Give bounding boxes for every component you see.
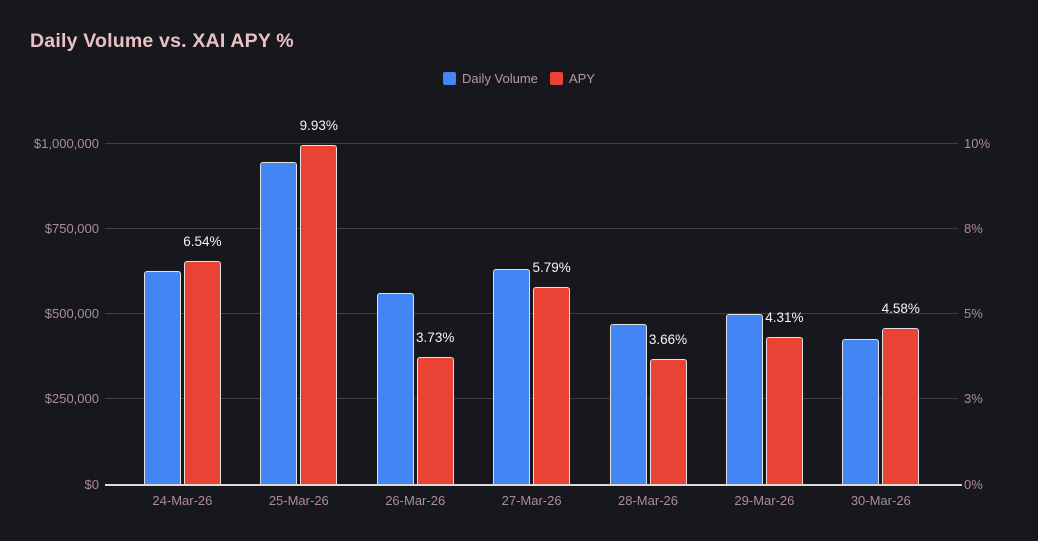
bar-daily-volume-29-Mar-26[interactable] xyxy=(725,313,763,484)
x-axis-category-label: 24-Mar-26 xyxy=(152,493,213,508)
right-axis-tick-label: 3% xyxy=(964,391,983,407)
right-axis-tick-label: 5% xyxy=(964,306,983,321)
x-axis-category-label: 25-Mar-26 xyxy=(268,493,329,508)
bar-apy-26-Mar-26[interactable] xyxy=(416,356,454,484)
left-axis-tick-label: $1,000,000 xyxy=(33,135,99,151)
bar-apy-28-Mar-26[interactable] xyxy=(649,359,687,484)
x-axis-category-label: 28-Mar-26 xyxy=(618,493,678,508)
bar-apy-27-Mar-26[interactable] xyxy=(533,286,571,484)
apy-data-label: 5.79% xyxy=(532,259,571,275)
bar-apy-24-Mar-26[interactable] xyxy=(183,260,221,484)
right-axis-tick-label: 8% xyxy=(964,220,983,236)
gridline xyxy=(105,227,958,229)
gridline xyxy=(105,142,958,144)
bar-daily-volume-27-Mar-26[interactable] xyxy=(493,269,531,484)
right-axis-tick-label: 0% xyxy=(964,476,983,492)
bar-apy-30-Mar-26[interactable] xyxy=(882,327,920,484)
bar-daily-volume-28-Mar-26[interactable] xyxy=(609,323,647,484)
legend-item-daily-volume[interactable]: Daily Volume xyxy=(443,71,538,86)
apy-data-label: 3.66% xyxy=(648,332,688,348)
bar-daily-volume-26-Mar-26[interactable] xyxy=(376,293,414,484)
legend-item-apy[interactable]: APY xyxy=(549,71,595,86)
gridline xyxy=(105,398,958,400)
left-axis-tick-label: $0 xyxy=(84,476,99,492)
chart-title: Daily Volume vs. XAI APY % xyxy=(30,30,294,52)
apy-data-label: 4.31% xyxy=(765,310,804,326)
gridline xyxy=(105,313,958,314)
legend-swatch-daily-volume xyxy=(443,72,457,85)
apy-data-label: 6.54% xyxy=(183,233,222,249)
x-axis-category-label: 30-Mar-26 xyxy=(850,493,911,508)
x-axis-line xyxy=(105,483,962,486)
legend-label-daily-volume: Daily Volume xyxy=(462,71,538,86)
legend-label-apy: APY xyxy=(568,71,595,86)
bar-daily-volume-24-Mar-26[interactable] xyxy=(143,270,181,484)
x-axis-category-label: 27-Mar-26 xyxy=(501,493,562,508)
left-axis-tick-label: $500,000 xyxy=(44,306,99,321)
x-axis-category-label: 29-Mar-26 xyxy=(734,493,795,508)
left-axis-tick-label: $250,000 xyxy=(44,391,99,407)
bar-daily-volume-30-Mar-26[interactable] xyxy=(842,339,880,484)
apy-data-label: 4.58% xyxy=(881,300,920,316)
legend-swatch-apy xyxy=(549,72,563,85)
left-axis-tick-label: $750,000 xyxy=(44,220,99,236)
legend: Daily Volume APY xyxy=(0,71,1038,86)
apy-data-label: 9.93% xyxy=(299,118,338,134)
x-axis-category-label: 26-Mar-26 xyxy=(385,493,446,508)
bar-apy-25-Mar-26[interactable] xyxy=(300,145,338,484)
right-axis-tick-label: 10% xyxy=(964,135,991,151)
apy-data-label: 3.73% xyxy=(416,329,455,345)
bar-apy-29-Mar-26[interactable] xyxy=(765,337,803,484)
bar-daily-volume-25-Mar-26[interactable] xyxy=(260,161,298,484)
